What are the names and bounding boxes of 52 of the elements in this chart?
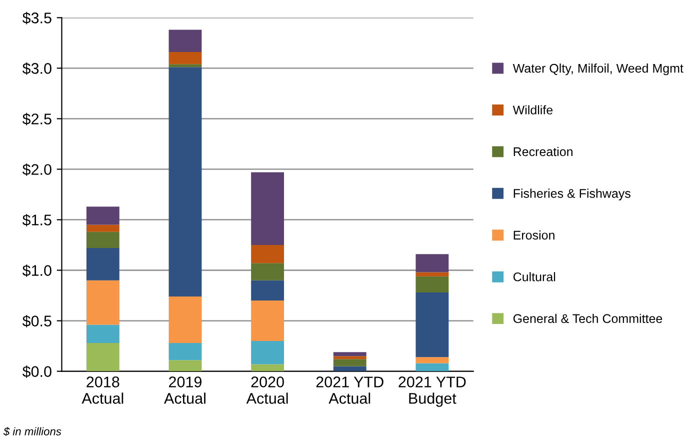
bar bbox=[168, 67, 202, 297]
bar bbox=[168, 30, 202, 52]
bar bbox=[251, 340, 284, 364]
bar bbox=[251, 263, 284, 280]
y-tick-label: $0.5 bbox=[22, 314, 52, 328]
bar bbox=[86, 224, 120, 232]
y-tick-label: $2.5 bbox=[22, 112, 52, 126]
legend-label: Fisheries & Fishways bbox=[514, 188, 630, 200]
bar bbox=[168, 64, 202, 68]
x-tick-label: 2021 YTD Actual bbox=[316, 376, 384, 404]
y-tick-label: $3.5 bbox=[22, 12, 52, 24]
x-tick-label: 2021 YTD Budget bbox=[398, 376, 466, 407]
bar bbox=[86, 324, 120, 343]
bar bbox=[416, 254, 449, 272]
bar bbox=[251, 172, 284, 245]
text: $ in millions bbox=[3, 427, 62, 436]
legend-label: General & Tech Committee bbox=[513, 314, 662, 324]
bar bbox=[86, 280, 120, 325]
bar bbox=[251, 300, 284, 341]
bar bbox=[86, 206, 120, 225]
bar bbox=[333, 356, 366, 360]
bar bbox=[333, 359, 366, 366]
legend-label: Cultural bbox=[513, 272, 556, 282]
bar bbox=[168, 52, 202, 64]
legend-label: Water Qlty, Milfoil, Weed Mgmt bbox=[512, 64, 684, 76]
bar bbox=[251, 244, 284, 264]
bar bbox=[416, 363, 449, 372]
y-tick-label: $1.5 bbox=[22, 214, 52, 226]
bar bbox=[333, 352, 366, 356]
y-tick-label: $1.0 bbox=[22, 264, 52, 277]
legend-label: Wildlife bbox=[512, 105, 553, 114]
bar bbox=[86, 248, 120, 280]
bar bbox=[86, 342, 120, 372]
bar bbox=[416, 272, 449, 276]
y-tick-label: $2.0 bbox=[22, 163, 52, 176]
bar bbox=[416, 357, 449, 364]
x-tick-label: 2020 Actual bbox=[246, 376, 288, 404]
legend-label: Erosion bbox=[514, 230, 554, 240]
legend-label: Recreation bbox=[514, 146, 572, 156]
bar bbox=[251, 364, 284, 372]
x-tick-label: 2018 Actual bbox=[82, 376, 124, 404]
y-tick-label: $3.0 bbox=[22, 62, 52, 75]
bar bbox=[416, 276, 449, 292]
bar bbox=[251, 280, 284, 301]
bar bbox=[333, 366, 366, 372]
bar bbox=[416, 292, 449, 358]
bar bbox=[168, 342, 202, 360]
x-tick-label: 2019 Actual bbox=[164, 376, 206, 404]
bar bbox=[86, 232, 120, 248]
y-tick-label: $0.0 bbox=[22, 366, 52, 378]
bar bbox=[168, 360, 202, 372]
bar bbox=[168, 296, 202, 343]
